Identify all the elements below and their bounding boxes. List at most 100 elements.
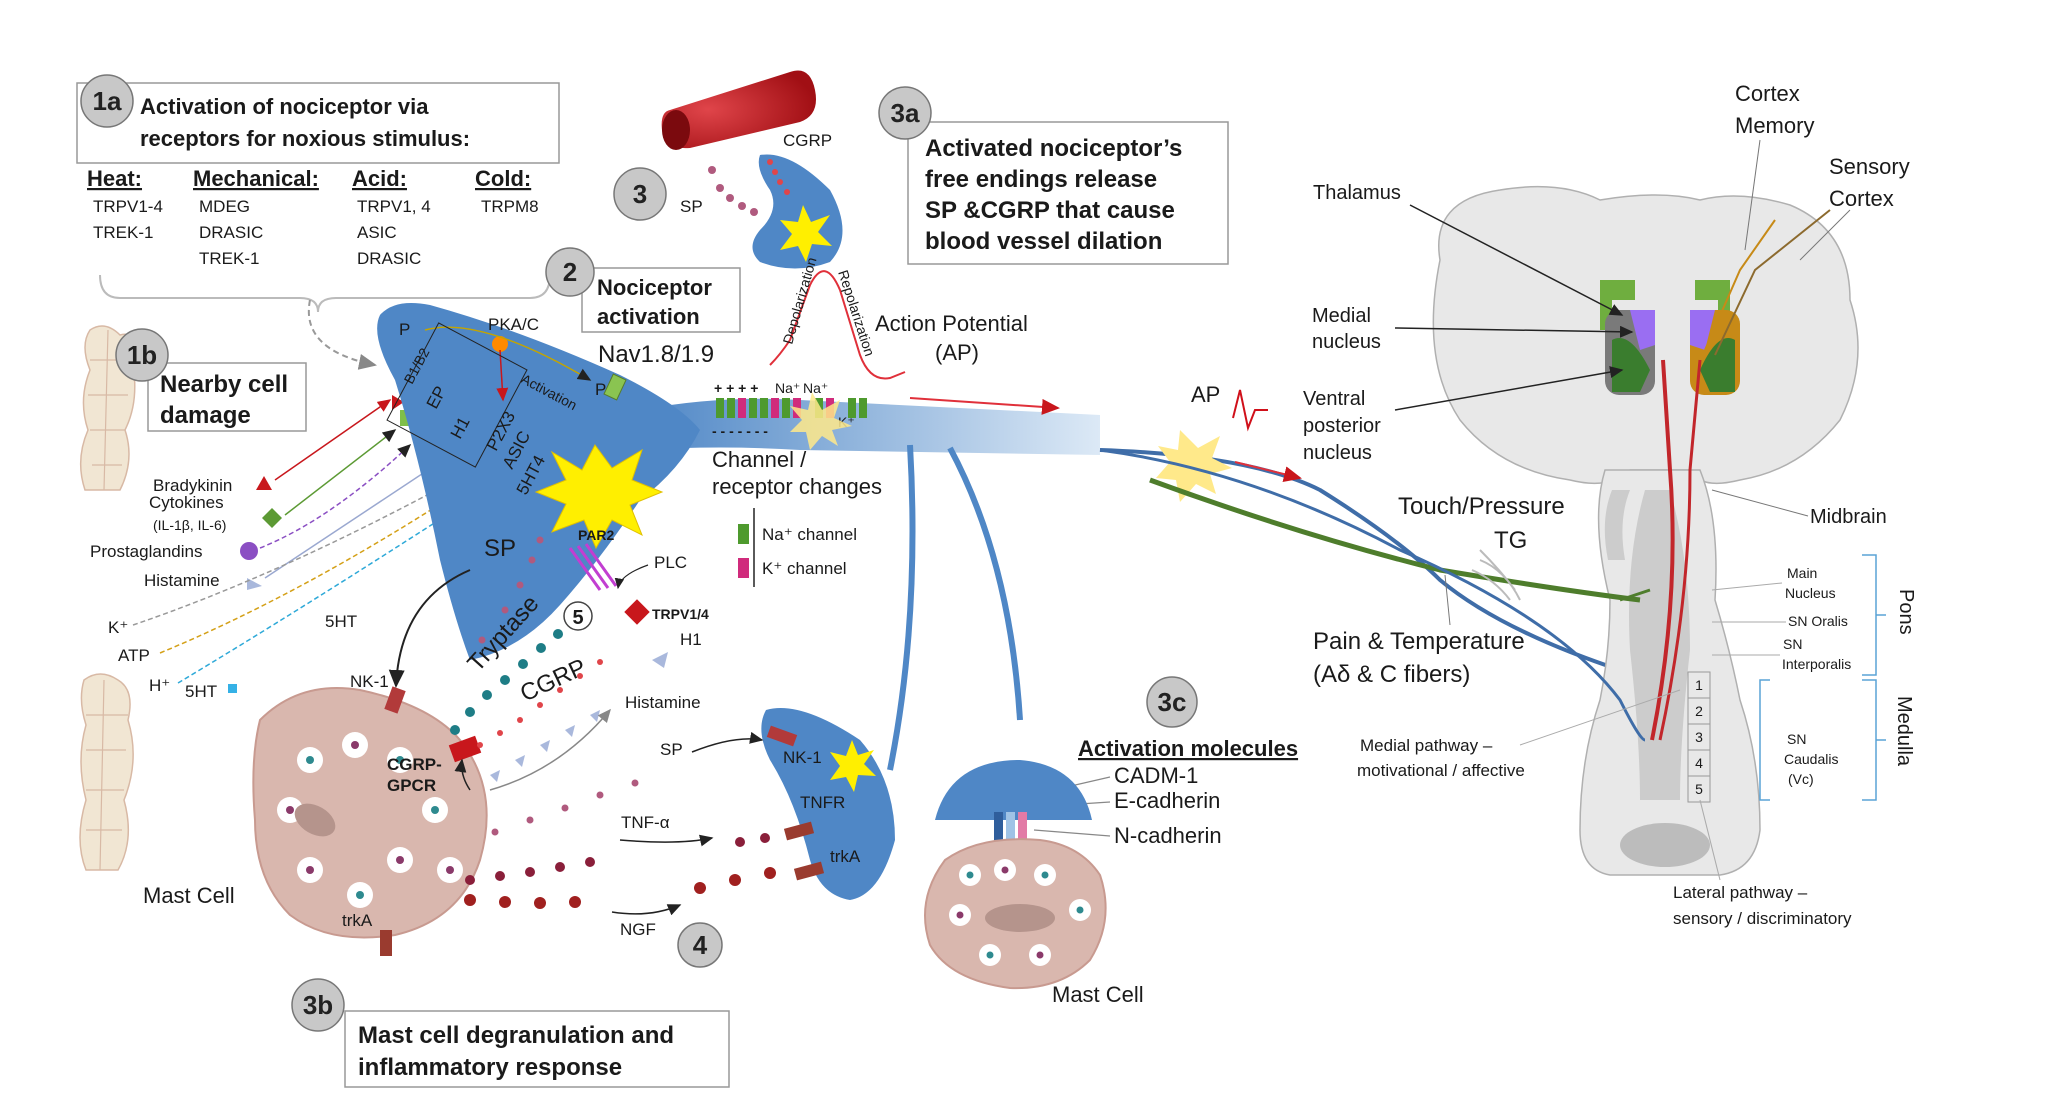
tnf-label: TNF-α	[621, 813, 670, 832]
n-cadherin-icon	[1018, 812, 1027, 844]
pka-arrow	[424, 326, 592, 381]
nk1-receptor-icon-lower	[766, 725, 798, 747]
histamine-label: Histamine	[144, 571, 220, 590]
spinal-section	[1620, 823, 1710, 867]
nk1-receptor-icon	[384, 686, 406, 714]
trka-label-left: trkA	[342, 911, 373, 930]
section-3: CGRP SP 3	[613, 70, 843, 269]
section-3-cgrp: CGRP	[783, 131, 832, 150]
serotonin-label-left: 5HT	[185, 682, 217, 701]
phospho-p-right: P	[595, 380, 606, 399]
ap-title-line1: Action Potential	[875, 311, 1028, 336]
free-ending-spark	[780, 205, 832, 262]
badge-1a	[80, 74, 134, 128]
cytokines-sub-label: (IL-1β, IL-6)	[153, 517, 226, 533]
vpm-left	[1612, 338, 1650, 392]
pons-bracket	[1862, 554, 1886, 676]
prostaglandins-label: Prostaglandins	[90, 542, 202, 561]
midbrain-pointer	[1711, 489, 1809, 517]
level-label: 1	[1695, 677, 1703, 693]
medulla-label: Medulla	[1893, 696, 1915, 767]
pka-spark-icon	[492, 336, 508, 352]
pons-label: Pons	[1895, 589, 1917, 635]
section-2: 2 Nociceptor activation Nav1.8/1.9	[545, 247, 741, 368]
section-1b-box	[147, 362, 307, 432]
level-label: 3	[1695, 729, 1703, 745]
plc-label: PLC	[654, 553, 687, 572]
section-4: NK-1 TNFR trkA SP TNF-α NGF 4	[464, 708, 895, 968]
section-1a-box	[76, 82, 560, 164]
tryptase-dot-stream	[450, 629, 563, 735]
bradykinin-icon	[256, 476, 272, 490]
ap-right-arrow	[1234, 461, 1302, 482]
depolarization-spark	[534, 444, 664, 550]
mediators: Bradykinin Cytokines (IL-1β, IL-6) Prost…	[90, 395, 491, 908]
section-3-sp-dots	[708, 166, 758, 216]
section-3a-line2: free endings release	[925, 166, 1157, 193]
ventral-label-line3: nucleus	[1303, 442, 1372, 464]
nav-channel-icon	[603, 373, 627, 401]
nav-channel-label: Nav1.8/1.9	[598, 341, 714, 368]
nociceptor-neuron: P PKA/C P Activation B1/B2 EP H1 P2X3 AS…	[377, 302, 1621, 771]
lateral-pathway-line2: sensory / discriminatory	[1673, 909, 1852, 928]
mechanical-item: TREK-1	[199, 249, 259, 268]
channel-changes-line2: receptor changes	[712, 474, 882, 499]
medulla-bracket	[1862, 679, 1886, 801]
section-3b-line1: Mast cell degranulation and	[358, 1022, 674, 1049]
ap-propagation-arrow	[909, 397, 1060, 415]
trka-label-lower: trkA	[830, 847, 861, 866]
pain-fiber-blue	[1099, 448, 1646, 742]
sp-lower-dot-stream	[491, 779, 639, 836]
bradykinin-arrow	[274, 399, 392, 481]
section-3c-title: Activation molecules	[1078, 736, 1298, 761]
section-1a: 1a Activation of nociceptor via receptor…	[76, 74, 560, 370]
section-3-sp: SP	[680, 197, 703, 216]
section-3b: 3b Mast cell degranulation and inflammat…	[291, 978, 730, 1088]
axon-branch-1	[887, 444, 916, 771]
badge-4	[677, 922, 723, 968]
sp-dot-stream	[478, 536, 544, 644]
midbrain-label: Midbrain	[1810, 506, 1887, 528]
tnf-arrow	[619, 834, 714, 847]
plus-charges: + + + +	[714, 380, 758, 396]
midbrain-upper-left	[1604, 490, 1630, 560]
section-3c: 3c Activation molecules CADM-1 E-cadheri…	[924, 676, 1298, 1007]
touch-label: Touch/Pressure	[1398, 493, 1565, 520]
mast-cell-label-left: Mast Cell	[143, 883, 235, 908]
main-nucleus-pointer	[1711, 582, 1783, 591]
section-1b: 1b Nearby cell damage	[115, 328, 307, 432]
molecule-n-cadherin: N-cadherin	[1114, 823, 1222, 848]
ap-spark-right	[1156, 430, 1232, 502]
badge-5	[563, 601, 593, 631]
histamine-icon	[247, 578, 262, 590]
sn-caudalis-line3: (Vc)	[1788, 771, 1814, 787]
ascending-red-2	[1658, 359, 1702, 741]
medial-nucleus-right	[1690, 310, 1715, 350]
pain-pointer	[1444, 574, 1451, 626]
caudalis-levels: 1 2 3 4 5	[1687, 671, 1711, 803]
projection-orange	[1704, 219, 1776, 351]
sp-lower-arrow	[691, 731, 764, 753]
proton-label: H⁺	[149, 676, 170, 695]
thalamus-pointer	[1409, 204, 1624, 316]
medial-label-line1: Medial	[1312, 305, 1371, 327]
histamine-label-left: Histamine	[625, 693, 701, 712]
projection-brown	[1714, 209, 1831, 356]
heat-header: Heat:	[87, 166, 142, 191]
lateral-pathway-line1: Lateral pathway –	[1673, 883, 1808, 902]
badge-1b	[115, 328, 169, 382]
acid-item: TRPV1, 4	[357, 197, 431, 216]
channel-changes-line1: Channel /	[712, 447, 807, 472]
mast-cell-3c-nucleus	[985, 904, 1055, 932]
cgrp-dot-stream	[477, 659, 603, 748]
nk1-label-left: NK-1	[350, 672, 389, 691]
blood-vessel	[661, 70, 816, 149]
cgrp-gpcr-line2: GPCR	[387, 776, 436, 795]
ap-right-label: AP	[1191, 382, 1220, 407]
histamine-triangle-stream	[490, 710, 600, 782]
pain-label-line2: (Aδ & C fibers)	[1313, 661, 1470, 688]
section-1a-dashed-arrow	[307, 299, 377, 370]
e-cadherin-icon	[1006, 812, 1015, 844]
pain-label-line1: Pain & Temperature	[1313, 628, 1525, 655]
